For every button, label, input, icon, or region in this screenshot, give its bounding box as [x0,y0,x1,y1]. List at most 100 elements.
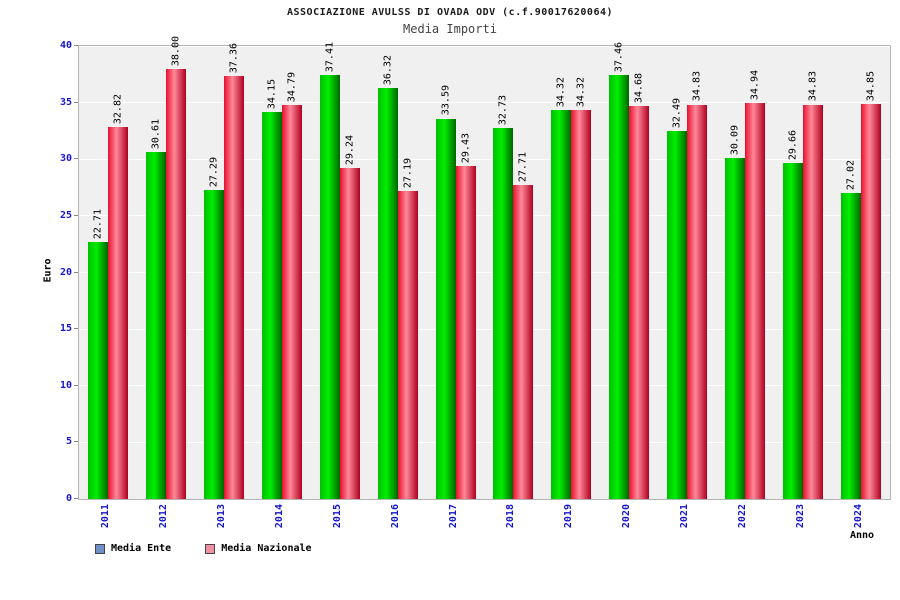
y-tick-mark-30 [74,158,78,160]
y-tick-mark-25 [74,214,78,216]
legend-label-media-ente: Media Ente [111,543,172,554]
bar-value-label: 37.36 [228,42,240,73]
bar-value-label: 27.71 [517,152,529,183]
bar-value-label: 22.71 [92,208,104,239]
bar-value-label: 34.68 [633,73,645,104]
gridline-y-10 [79,385,890,387]
x-tick-label-2014: 2014 [273,504,285,529]
bar-value-label: 34.83 [807,71,819,102]
bar-media-ente-2024: 27.02 [841,160,862,499]
bar-media-ente-2018: 32.73 [493,95,514,499]
x-tick-label-2011: 2011 [99,504,111,529]
bar-media-ente-2011: 22.71 [87,209,108,499]
gridline-y-5 [79,441,890,443]
legend: Media Ente Media Nazionale [95,543,312,554]
bar-value-label: 34.32 [575,77,587,108]
bar-value-label: 27.29 [208,156,220,187]
y-tick-label-40: 40 [59,40,72,51]
bar-value-label: 34.79 [286,71,298,103]
bar-media-nazionale-2013: 37.36 [223,43,244,499]
gridline-y-40 [79,45,890,47]
y-tick-label-5: 5 [65,436,72,448]
x-tick-label-2016: 2016 [389,504,401,529]
bar-media-ente-2015: 37.41 [319,42,340,499]
bar-media-nazionale-2019: 34.32 [571,77,592,499]
bar-value-label: 30.09 [729,125,741,156]
bar-value-label: 36.32 [382,54,394,85]
bar-media-nazionale-2023: 34.83 [803,71,824,499]
bar-media-ente-2019: 34.32 [551,77,572,499]
bar-media-nazionale-2014: 34.79 [281,72,302,499]
bar-media-ente-2013: 27.29 [203,157,224,499]
y-tick-label-0: 0 [65,493,72,504]
bar-media-ente-2016: 36.32 [377,55,398,499]
gridline-y-30 [79,158,890,160]
y-tick-label-25: 25 [59,209,72,221]
bar-media-ente-2023: 29.66 [783,130,804,499]
bar-media-nazionale-2022: 34.94 [745,70,766,499]
bar-value-label: 34.32 [555,77,567,108]
legend-swatch-media-ente [95,543,105,554]
y-tick-mark-5 [74,441,78,443]
x-tick-label-2013: 2013 [215,504,227,529]
bar-media-ente-2017: 33.59 [435,85,456,499]
bar-value-label: 32.73 [497,95,509,126]
legend-item-media-ente: Media Ente [95,543,171,554]
y-tick-mark-20 [74,271,78,273]
bar-value-label: 37.41 [324,42,336,73]
bar-media-ente-2021: 32.49 [667,98,688,499]
gridline-y-20 [79,272,890,273]
y-tick-mark-0 [74,498,78,499]
x-tick-label-2023: 2023 [795,504,807,529]
bar-value-label: 34.85 [865,71,877,102]
legend-swatch-media-nazionale [205,543,216,554]
bar-value-label: 32.49 [671,97,683,129]
x-tick-label-2017: 2017 [447,504,459,529]
gridline-y-35 [79,102,890,104]
bar-value-label: 30.61 [150,119,162,150]
y-tick-label-30: 30 [59,153,72,165]
chart-subtitle: Media Importi [403,22,497,36]
bar-value-label: 34.94 [749,70,761,101]
bar-value-label: 38.00 [170,35,182,66]
bar-value-label: 27.19 [402,157,414,189]
bar-media-nazionale-2021: 34.83 [687,71,708,499]
bar-value-label: 34.15 [266,79,278,110]
bar-value-label: 32.82 [112,94,124,125]
x-tick-label-2012: 2012 [157,504,169,529]
y-tick-mark-40 [74,45,78,46]
bar-media-nazionale-2012: 38.00 [165,36,186,499]
bar-media-ente-2014: 34.15 [261,79,282,499]
bar-value-label: 29.24 [344,134,356,165]
x-tick-label-2024: 2024 [853,504,865,529]
bar-media-ente-2020: 37.46 [609,42,630,499]
bar-media-ente-2022: 30.09 [725,125,746,499]
legend-item-media-nazionale: Media Nazionale [205,543,312,554]
y-tick-mark-10 [74,384,78,386]
x-tick-label-2022: 2022 [737,504,749,529]
x-axis-title: Anno [850,530,875,541]
gridline-y-25 [79,215,890,217]
x-tick-label-2020: 2020 [621,504,633,529]
legend-label-media-nazionale: Media Nazionale [221,543,312,554]
bar-media-ente-2012: 30.61 [145,119,166,499]
plot-area: 22.71 32.82 30.61 38.00 27.29 37.36 34.15 34.79… [78,36,891,500]
x-tick-label-2019: 2019 [563,504,575,529]
bar-value-label: 33.59 [440,85,452,116]
y-tick-label-10: 10 [59,379,72,391]
x-tick-label-2018: 2018 [505,504,517,529]
x-tick-label-2021: 2021 [679,504,691,529]
bar-value-label: 37.46 [613,41,625,72]
bar-media-nazionale-2016: 27.19 [397,158,418,499]
chart-title: ASSOCIAZIONE AVULSS DI OVADA ODV (c.f.90… [286,7,614,18]
bar-media-nazionale-2011: 32.82 [107,94,128,499]
bar-value-label: 29.43 [460,132,472,163]
bar-value-label: 29.66 [787,130,799,161]
y-tick-mark-15 [74,328,78,330]
gridline-y-15 [79,328,890,330]
bar-media-nazionale-2018: 27.71 [513,152,534,499]
y-tick-label-35: 35 [59,96,72,108]
y-tick-label-15: 15 [59,323,72,335]
y-tick-mark-35 [74,101,78,103]
